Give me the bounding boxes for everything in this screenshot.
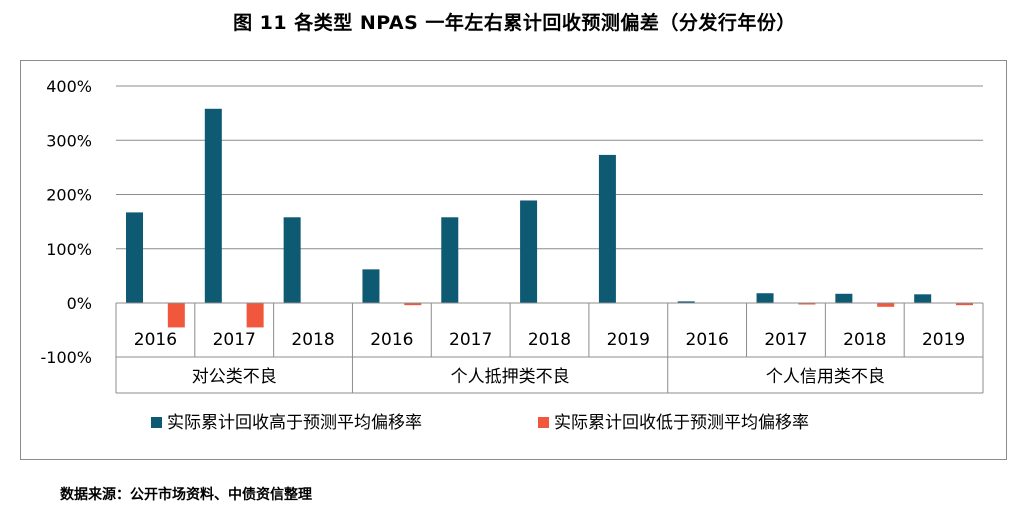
x-tick-label: 2016 — [370, 330, 413, 350]
bar-above — [914, 294, 932, 303]
y-tick-label: 200% — [46, 186, 92, 205]
y-tick-label: -100% — [40, 348, 92, 367]
legend-swatch — [151, 417, 162, 428]
bar-below — [956, 303, 973, 306]
chart-area: -100% 0% 100% 200% 300% 400% 2016 2017 2018 对公类不良… — [20, 60, 1007, 460]
bar-above — [520, 200, 538, 303]
bar-above — [835, 293, 853, 303]
x-tick-label: 2018 — [528, 330, 571, 350]
legend-label: 实际累计回收低于预测平均偏移率 — [554, 413, 809, 433]
bar-above — [756, 293, 774, 303]
x-tick-label: 2019 — [922, 330, 965, 350]
bar-below — [167, 303, 185, 328]
x-tick-label: 2018 — [291, 330, 334, 350]
group-label: 对公类不良 — [192, 367, 277, 387]
x-tick-label: 2016 — [686, 330, 729, 350]
bar-above — [441, 217, 459, 303]
x-tick-label: 2017 — [764, 330, 807, 350]
y-tick-label: 100% — [46, 240, 92, 259]
bar-below — [877, 303, 895, 307]
bar-above — [677, 301, 695, 303]
bar-above — [204, 108, 222, 303]
bar-above — [598, 154, 616, 303]
bar-above — [283, 217, 301, 303]
y-tick-label: 300% — [46, 131, 92, 150]
bar-below — [798, 303, 816, 305]
bar-chart: -100% 0% 100% 200% 300% 400% 2016 2017 2018 对公类不良… — [40, 77, 984, 433]
bar-below — [404, 303, 422, 306]
bar-below — [246, 303, 264, 328]
y-tick-label: 0% — [67, 294, 92, 313]
legend-label: 实际累计回收高于预测平均偏移率 — [167, 413, 422, 433]
x-tick-label: 2019 — [607, 330, 650, 350]
legend-swatch — [538, 417, 549, 428]
x-tick-label: 2017 — [213, 330, 256, 350]
chart-title: 图 11 各类型 NPAS 一年左右累计回收预测偏差（分发行年份） — [233, 12, 796, 34]
bar-above — [126, 212, 143, 303]
group-label: 个人信用类不良 — [766, 367, 885, 387]
x-tick-label: 2018 — [843, 330, 886, 350]
bar-above — [362, 269, 380, 303]
group-label: 个人抵押类不良 — [451, 367, 570, 387]
y-tick-label: 400% — [46, 77, 92, 96]
data-source-note: 数据来源：公开市场资料、中债资信整理 — [60, 487, 312, 503]
x-tick-label: 2016 — [134, 330, 177, 350]
x-tick-label: 2017 — [449, 330, 492, 350]
